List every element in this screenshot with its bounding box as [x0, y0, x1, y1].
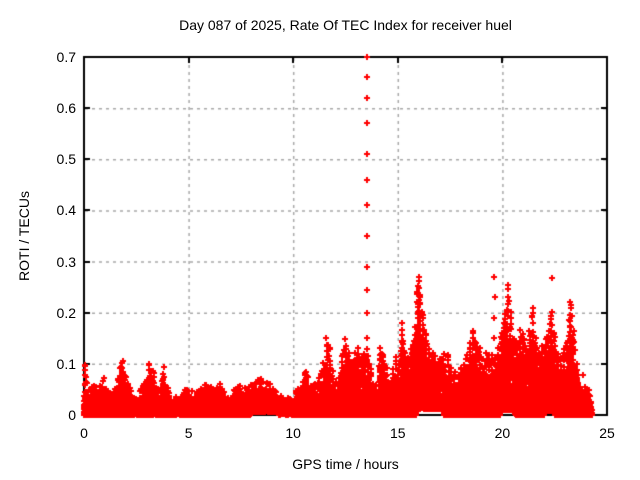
- x-tick-label: 0: [80, 425, 88, 441]
- x-tick-label: 5: [184, 425, 193, 441]
- x-tick-label: 15: [390, 425, 406, 441]
- y-tick-label: 0.3: [56, 253, 76, 270]
- y-tick-label: 0.7: [56, 49, 76, 65]
- x-tick-label: 25: [599, 425, 615, 441]
- y-tick-label: 0.2: [56, 304, 76, 321]
- x-tick-label: 10: [285, 425, 301, 441]
- x-tick-label: 20: [494, 425, 511, 441]
- x-axis-label: GPS time / hours: [292, 456, 399, 472]
- y-tick-label: 0.4: [56, 202, 76, 219]
- y-tick-label: 0: [68, 407, 76, 423]
- y-tick-label: 0.6: [56, 100, 76, 117]
- y-tick-label: 0.5: [56, 151, 76, 168]
- chart-title: Day 087 of 2025, Rate Of TEC Index for r…: [179, 17, 512, 33]
- y-tick-label: 0.1: [56, 355, 76, 372]
